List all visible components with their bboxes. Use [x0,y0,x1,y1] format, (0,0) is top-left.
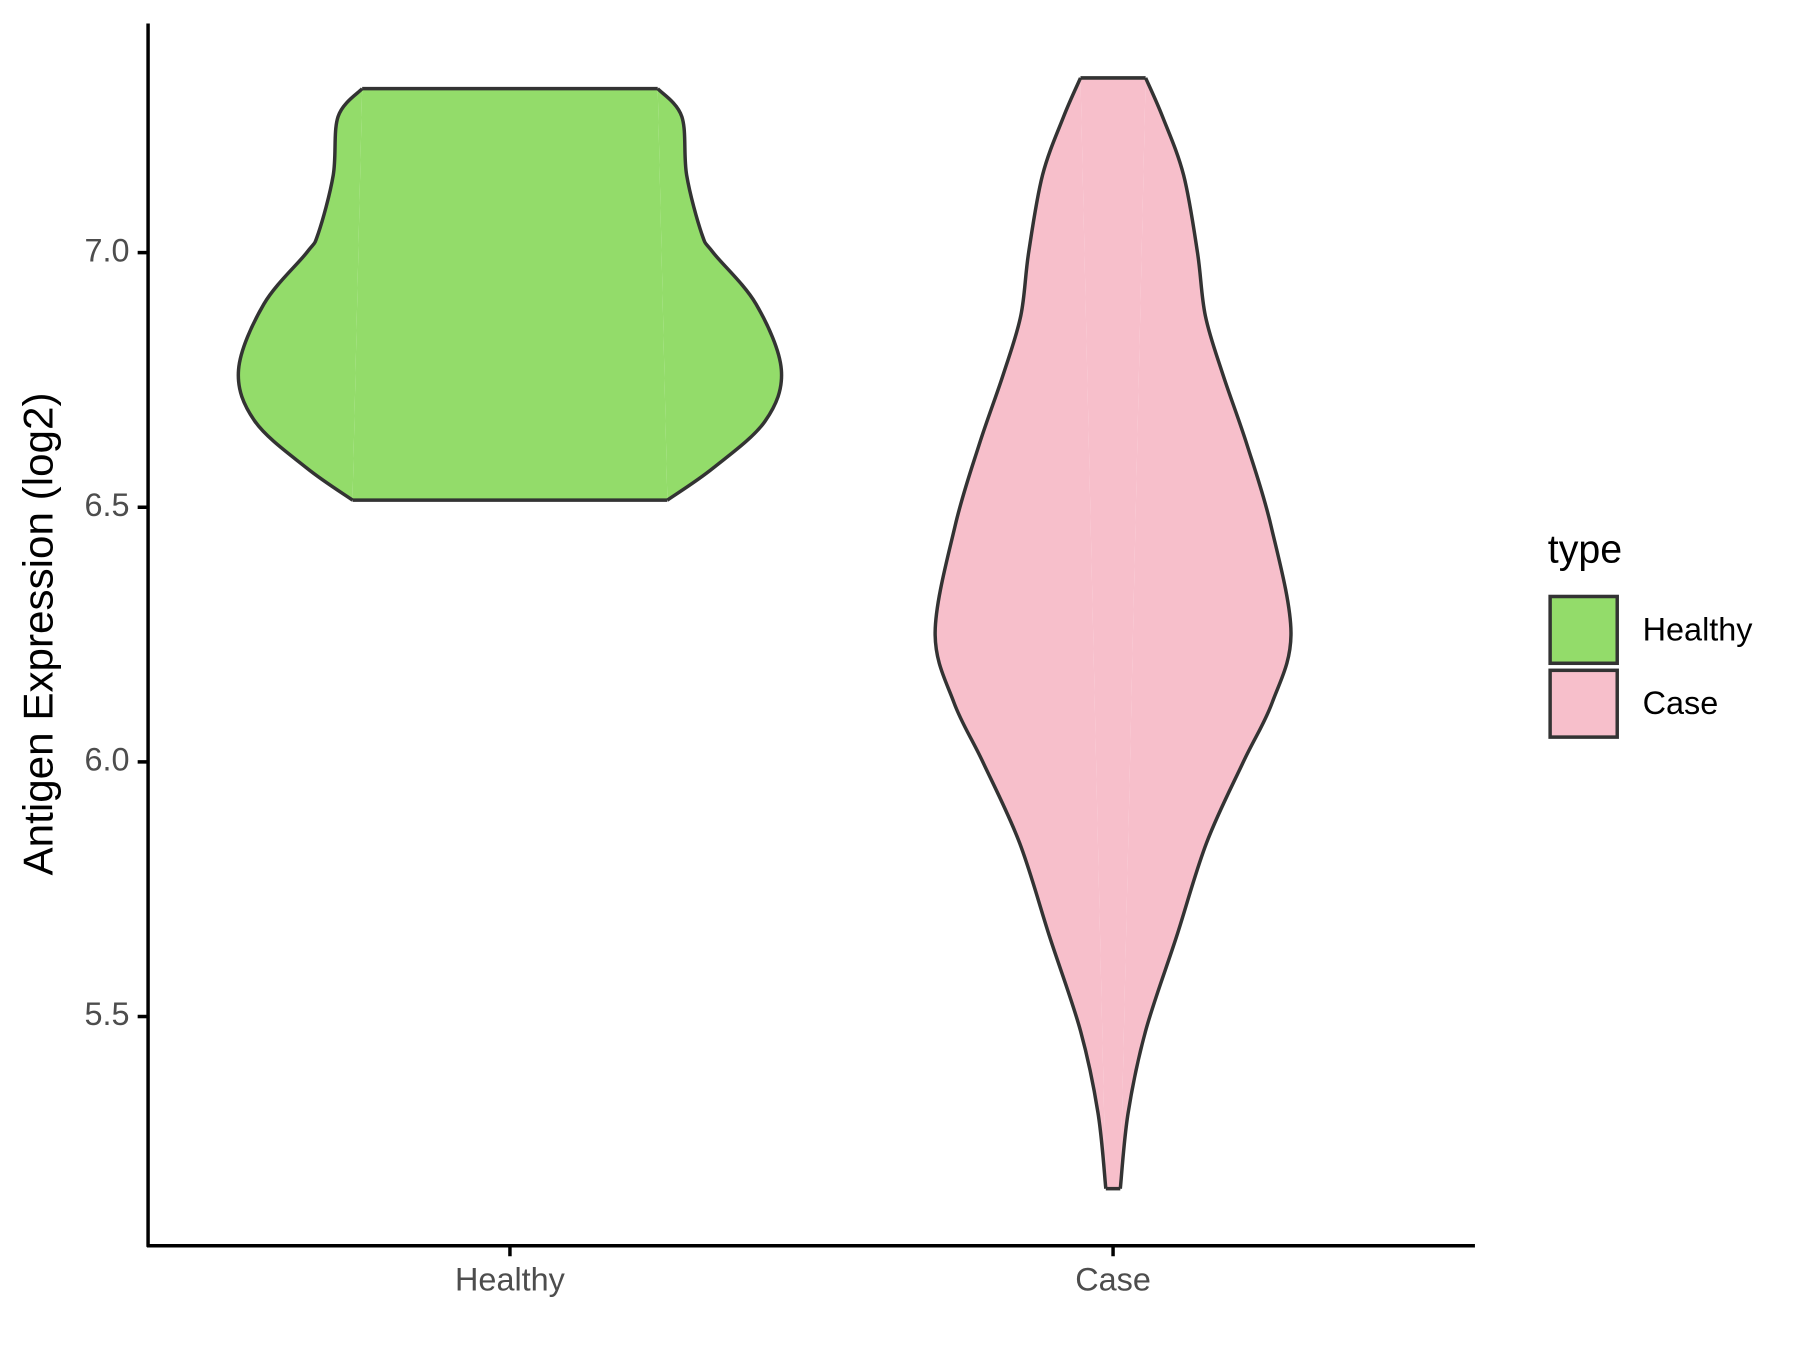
violin-side [1120,77,1291,1189]
legend-label: Case [1643,684,1719,721]
violin-side [935,77,1106,1189]
legend-title: type [1548,527,1622,571]
violin-core [1080,77,1146,1189]
violin-side [238,88,363,501]
x-tick-label: Case [1075,1261,1151,1298]
y-tick-label: 6.5 [85,486,130,523]
legend-swatch [1548,668,1619,739]
violin-core [352,88,668,501]
legend-swatch [1548,594,1619,666]
violin-outline [1118,77,1293,1189]
legend-label: Healthy [1643,610,1753,647]
violin-outline [656,87,784,502]
y-axis-title: Antigen Expression (log2) [15,393,62,876]
violin-outline [236,87,364,502]
y-tick-label: 6.0 [85,740,130,777]
violin-side [657,88,782,501]
y-tick-label: 7.0 [85,231,130,268]
x-tick-label: Healthy [455,1261,565,1298]
violin-outline [933,77,1108,1189]
y-tick-label: 5.5 [85,995,130,1032]
